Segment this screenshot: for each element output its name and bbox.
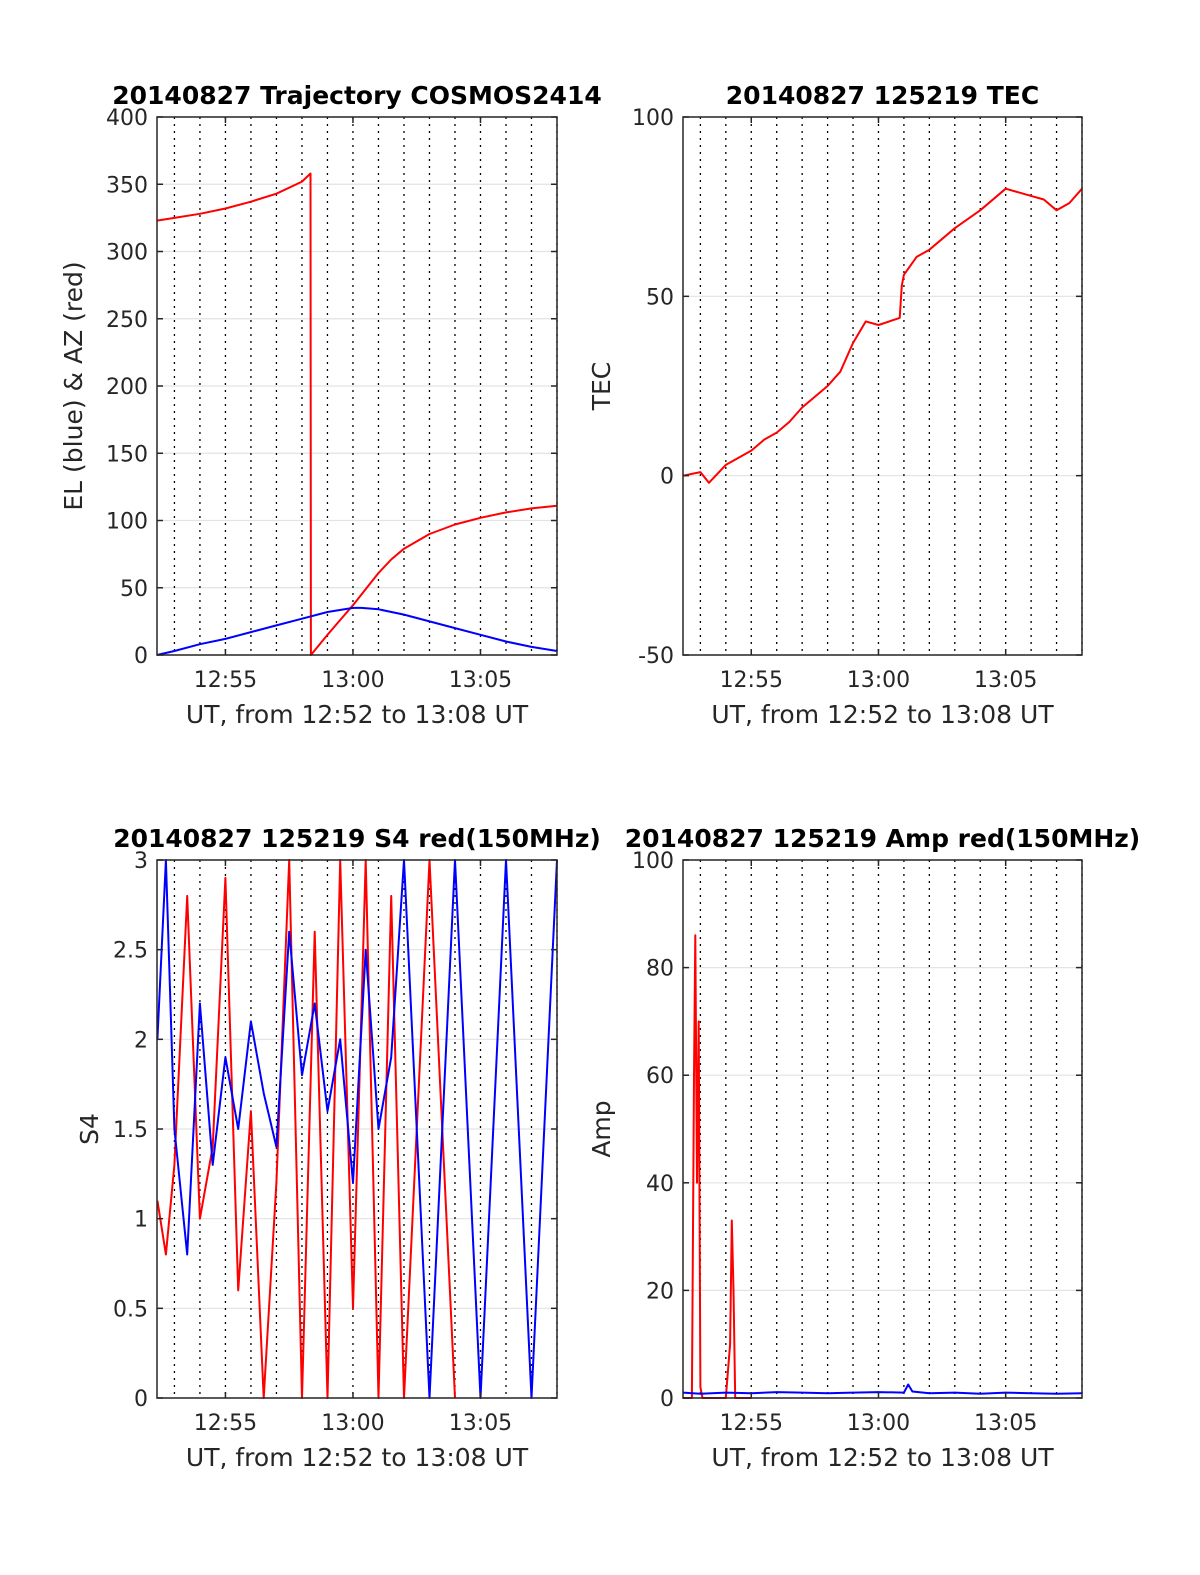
y-tick-label: 100	[632, 849, 674, 874]
y-axis-label: S4	[75, 1113, 104, 1145]
y-tick-label: 350	[106, 173, 148, 198]
x-tick-label: 13:05	[974, 1411, 1037, 1436]
y-tick-label: 60	[646, 1064, 674, 1089]
x-tick-label: 13:00	[321, 1411, 384, 1436]
chart-title: 20140827 125219 Amp red(150MHz)	[625, 824, 1141, 853]
series-line-1	[683, 934, 752, 1399]
x-tick-label: 13:00	[847, 668, 910, 693]
y-tick-label: 200	[106, 375, 148, 400]
y-tick-label: 80	[646, 957, 674, 982]
y-tick-label: 40	[646, 1172, 674, 1197]
x-tick-label: 12:55	[194, 668, 257, 693]
y-tick-label: 3	[134, 849, 148, 874]
x-tick-label: 13:00	[847, 1411, 910, 1436]
chart-panel-1	[156, 116, 558, 656]
x-axis-label: UT, from 12:52 to 13:08 UT	[711, 1443, 1054, 1472]
axes-frame	[682, 116, 1083, 656]
x-tick-label: 13:05	[449, 668, 512, 693]
y-tick-label: 400	[106, 106, 148, 131]
chart-panel-3	[156, 859, 558, 1399]
series-line-1	[682, 187, 1083, 484]
series-line-2	[682, 1383, 1083, 1395]
series-line-2	[156, 606, 558, 656]
x-tick-label: 13:05	[974, 668, 1037, 693]
y-tick-label: 100	[106, 510, 148, 535]
y-tick-label: -50	[638, 644, 674, 669]
y-tick-label: 150	[106, 442, 148, 467]
y-tick-label: 250	[106, 308, 148, 333]
y-tick-label: 0	[660, 465, 674, 490]
x-axis-label: UT, from 12:52 to 13:08 UT	[186, 700, 529, 729]
y-tick-label: 2	[134, 1028, 148, 1053]
x-tick-label: 13:05	[449, 1411, 512, 1436]
axes-frame	[682, 859, 1083, 1399]
y-tick-label: 2.5	[113, 939, 148, 964]
series-line-1	[156, 172, 558, 656]
y-tick-label: 300	[106, 241, 148, 266]
x-tick-label: 12:55	[194, 1411, 257, 1436]
x-axis-label: UT, from 12:52 to 13:08 UT	[186, 1443, 529, 1472]
y-tick-label: 0.5	[113, 1297, 148, 1322]
y-tick-label: 1	[134, 1208, 148, 1233]
y-axis-label: TEC	[587, 362, 616, 412]
series-line-2	[156, 859, 558, 1399]
chart-panel-2	[682, 116, 1083, 656]
y-tick-label: 100	[632, 106, 674, 131]
y-tick-label: 20	[646, 1279, 674, 1304]
x-axis-label: UT, from 12:52 to 13:08 UT	[711, 700, 1054, 729]
y-tick-label: 50	[120, 577, 148, 602]
chart-title: 20140827 125219 TEC	[726, 81, 1039, 110]
y-tick-label: 50	[646, 285, 674, 310]
y-tick-label: 0	[134, 644, 148, 669]
chart-panel-4	[682, 859, 1083, 1399]
x-tick-label: 12:55	[720, 668, 783, 693]
y-tick-label: 1.5	[113, 1118, 148, 1143]
x-tick-label: 13:00	[321, 668, 384, 693]
y-axis-label: Amp	[587, 1100, 616, 1157]
y-axis-label: EL (blue) & AZ (red)	[59, 261, 88, 510]
y-tick-label: 0	[660, 1387, 674, 1412]
chart-title: 20140827 125219 S4 red(150MHz)	[113, 824, 601, 853]
chart-title: 20140827 Trajectory COSMOS2414	[112, 81, 602, 110]
y-tick-label: 0	[134, 1387, 148, 1412]
x-tick-label: 12:55	[720, 1411, 783, 1436]
